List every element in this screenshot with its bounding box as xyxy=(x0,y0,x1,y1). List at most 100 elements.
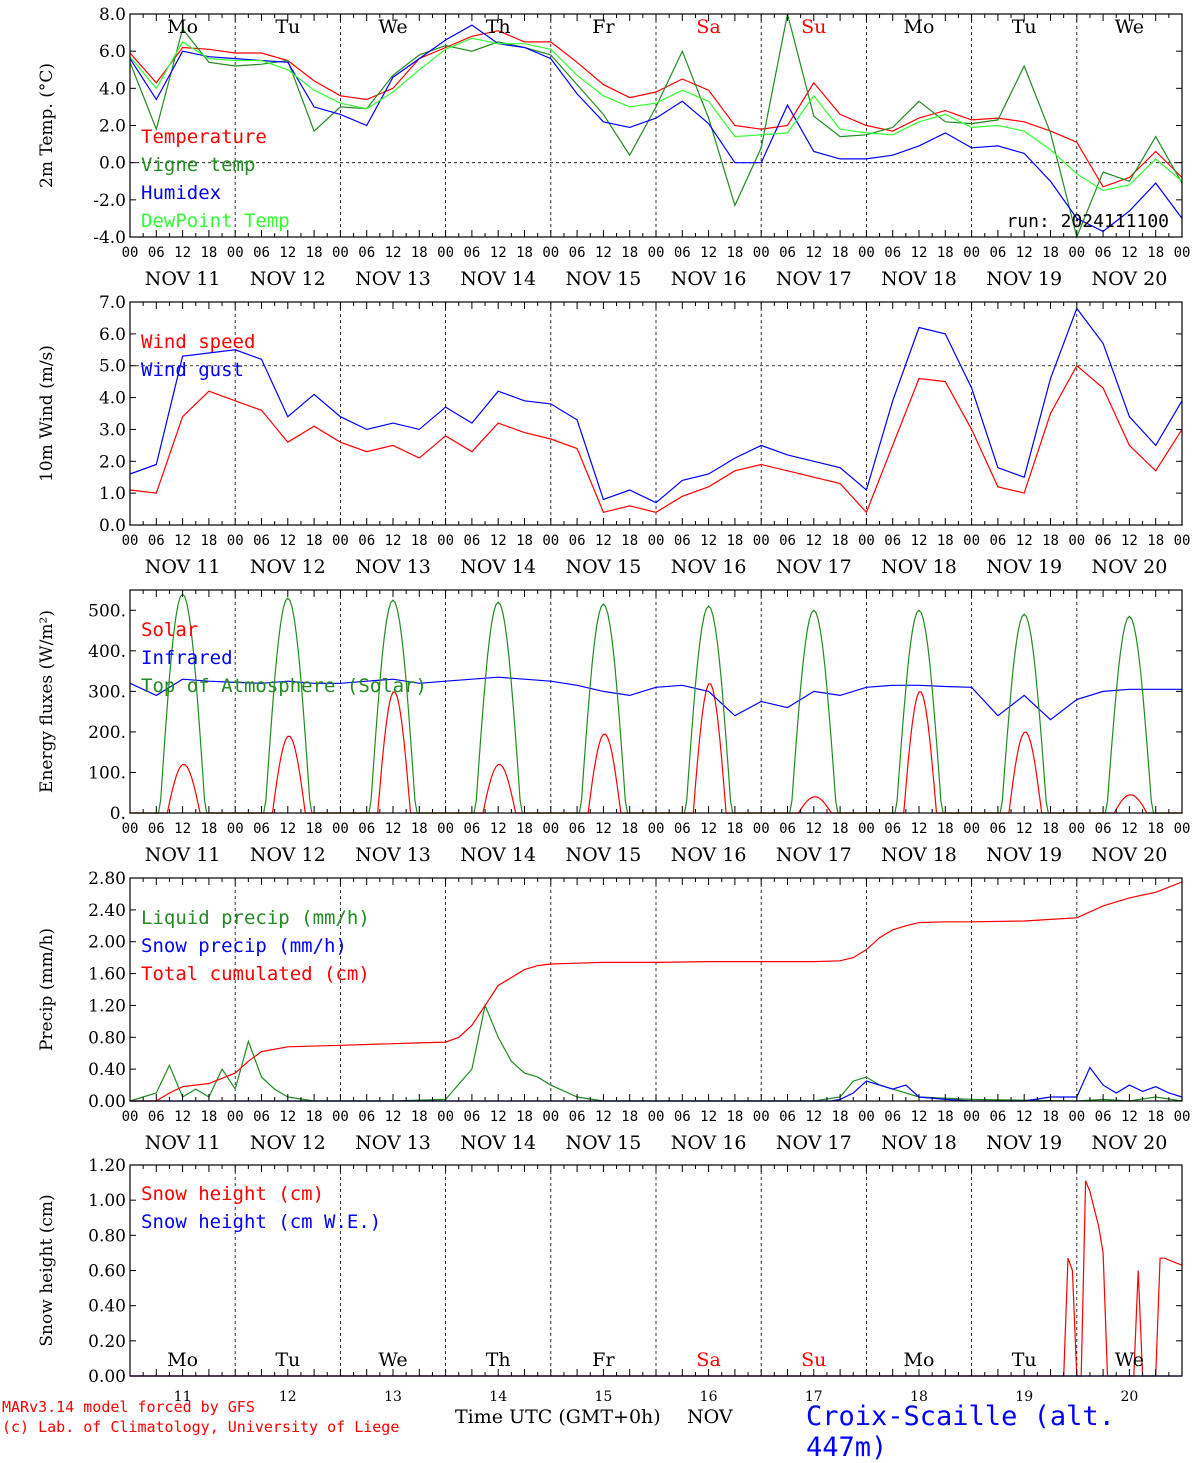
hour-tick-label: 06 xyxy=(674,1109,691,1125)
hour-tick-label: 12 xyxy=(385,821,402,837)
hour-tick-label: 18 xyxy=(411,1109,428,1125)
hour-tick-label: 00 xyxy=(963,245,980,261)
hour-tick-label: 12 xyxy=(805,821,822,837)
hour-tick-label: 00 xyxy=(648,821,665,837)
hour-tick-label: 18 xyxy=(306,533,323,549)
hour-tick-label: 12 xyxy=(1121,1109,1138,1125)
hour-tick-label: 06 xyxy=(569,245,586,261)
hour-tick-label: 18 xyxy=(200,533,217,549)
date-label: NOV 19 xyxy=(986,268,1062,290)
hour-tick-label: 18 xyxy=(726,1109,743,1125)
date-label: NOV 19 xyxy=(986,1132,1062,1154)
hour-tick-label: 18 xyxy=(726,533,743,549)
hour-tick-label: 18 xyxy=(621,245,638,261)
weekday-label: Tu xyxy=(1012,16,1037,38)
hour-tick-label: 18 xyxy=(832,533,849,549)
weekday-label: Sa xyxy=(696,16,720,38)
legend-entry: Total cumulated (cm) xyxy=(141,963,370,985)
legend-entry: Wind speed xyxy=(141,331,255,353)
hour-tick-label: 18 xyxy=(1042,1109,1059,1125)
run-annotation: run: 2024111100 xyxy=(1006,211,1169,232)
hour-tick-label: 06 xyxy=(884,1109,901,1125)
weekday-label: Fr xyxy=(592,16,615,38)
weekday-label: Fr xyxy=(592,1349,615,1371)
y-tick-label: 0.80 xyxy=(88,1028,126,1048)
y-tick-label: 1.60 xyxy=(88,965,126,985)
y-tick-label: -2.0 xyxy=(93,191,126,211)
hour-tick-label: 00 xyxy=(332,1109,349,1125)
legend-entry: Solar xyxy=(141,619,198,641)
hour-tick-label: 00 xyxy=(1068,1109,1085,1125)
hour-tick-label: 12 xyxy=(595,245,612,261)
hour-tick-label: 18 xyxy=(621,533,638,549)
series-line-red xyxy=(129,364,1183,514)
legend-entry: Snow height (cm W.E.) xyxy=(141,1211,381,1233)
hour-tick-label: 06 xyxy=(148,821,165,837)
date-label: NOV 17 xyxy=(776,268,852,290)
hour-tick-label: 18 xyxy=(1147,245,1164,261)
hour-tick-label: 06 xyxy=(148,533,165,549)
day-number-label: 20 xyxy=(1120,1389,1138,1405)
legend-entry: Snow precip (mm/h) xyxy=(141,935,347,957)
hour-tick-label: 18 xyxy=(516,245,533,261)
hour-tick-label: 06 xyxy=(674,821,691,837)
panel-1: -4.0 -2.0 0.0 2.0 4.0 6.0 8.0 2m Temp. (°C) 00 06… xyxy=(37,5,1190,290)
hour-tick-label: 00 xyxy=(122,821,139,837)
date-label: NOV 11 xyxy=(145,1132,221,1154)
date-label: NOV 19 xyxy=(986,556,1062,578)
hour-tick-label: 06 xyxy=(779,821,796,837)
hour-tick-label: 12 xyxy=(700,1109,717,1125)
y-tick-label: 6.0 xyxy=(99,42,126,62)
y-tick-label: 300. xyxy=(88,682,126,702)
legend-entry: Vigne temp xyxy=(141,154,255,176)
date-label: NOV 12 xyxy=(250,844,326,866)
hour-tick-label: 00 xyxy=(753,821,770,837)
hour-tick-label: 00 xyxy=(542,245,559,261)
hour-tick-label: 18 xyxy=(1042,245,1059,261)
hour-tick-label: 18 xyxy=(516,821,533,837)
y-tick-label: 8.0 xyxy=(99,5,126,25)
hour-tick-label: 00 xyxy=(753,1109,770,1125)
y-tick-label: 1.00 xyxy=(88,1191,126,1211)
hour-tick-label: 00 xyxy=(332,533,349,549)
y-tick-label: 0.00 xyxy=(88,1092,126,1112)
y-tick-label: 1.20 xyxy=(88,1156,126,1176)
weekday-label: Th xyxy=(486,1349,511,1371)
hour-tick-label: 06 xyxy=(148,1109,165,1125)
hour-tick-label: 18 xyxy=(937,533,954,549)
y-tick-label: 2.0 xyxy=(99,117,126,137)
hour-tick-label: 18 xyxy=(200,821,217,837)
date-label: NOV 14 xyxy=(460,268,536,290)
panel-4: 0.00 0.40 0.80 1.20 1.60 2.00 2.40 2.80 Precip (… xyxy=(37,869,1190,1154)
hour-tick-label: 00 xyxy=(437,533,454,549)
series-line-blue xyxy=(129,676,1182,721)
hour-tick-label: 18 xyxy=(1042,533,1059,549)
hour-tick-label: 12 xyxy=(1016,533,1033,549)
hour-tick-label: 12 xyxy=(279,245,296,261)
hour-tick-label: 18 xyxy=(937,245,954,261)
date-label: NOV 14 xyxy=(460,844,536,866)
hour-tick-label: 06 xyxy=(463,245,480,261)
series-line-red xyxy=(130,881,1183,1102)
day-number-label: 19 xyxy=(1015,1389,1033,1405)
day-number-label: 17 xyxy=(805,1389,823,1405)
hour-tick-label: 18 xyxy=(516,533,533,549)
hour-tick-label: 18 xyxy=(411,245,428,261)
date-label: NOV 15 xyxy=(565,844,641,866)
date-label: NOV 12 xyxy=(250,1132,326,1154)
hour-tick-label: 18 xyxy=(516,1109,533,1125)
y-tick-label: 4.0 xyxy=(99,389,126,409)
panel-2: 0.0 1.0 2.0 3.0 4.0 5.0 6.0 7.0 10m Wind (m/s) 00… xyxy=(37,293,1190,578)
date-label: NOV 18 xyxy=(881,556,957,578)
hour-tick-label: 18 xyxy=(306,1109,323,1125)
y-tick-label: 4.0 xyxy=(99,79,126,99)
date-label: NOV 18 xyxy=(881,844,957,866)
weekday-label: Th xyxy=(486,16,511,38)
hour-tick-label: 12 xyxy=(279,821,296,837)
y-axis-label: Snow height (cm) xyxy=(37,1194,57,1346)
hour-tick-label: 00 xyxy=(122,245,139,261)
day-number-label: 14 xyxy=(489,1389,507,1405)
date-label: NOV 13 xyxy=(355,1132,431,1154)
weekday-label: We xyxy=(1115,1349,1144,1371)
